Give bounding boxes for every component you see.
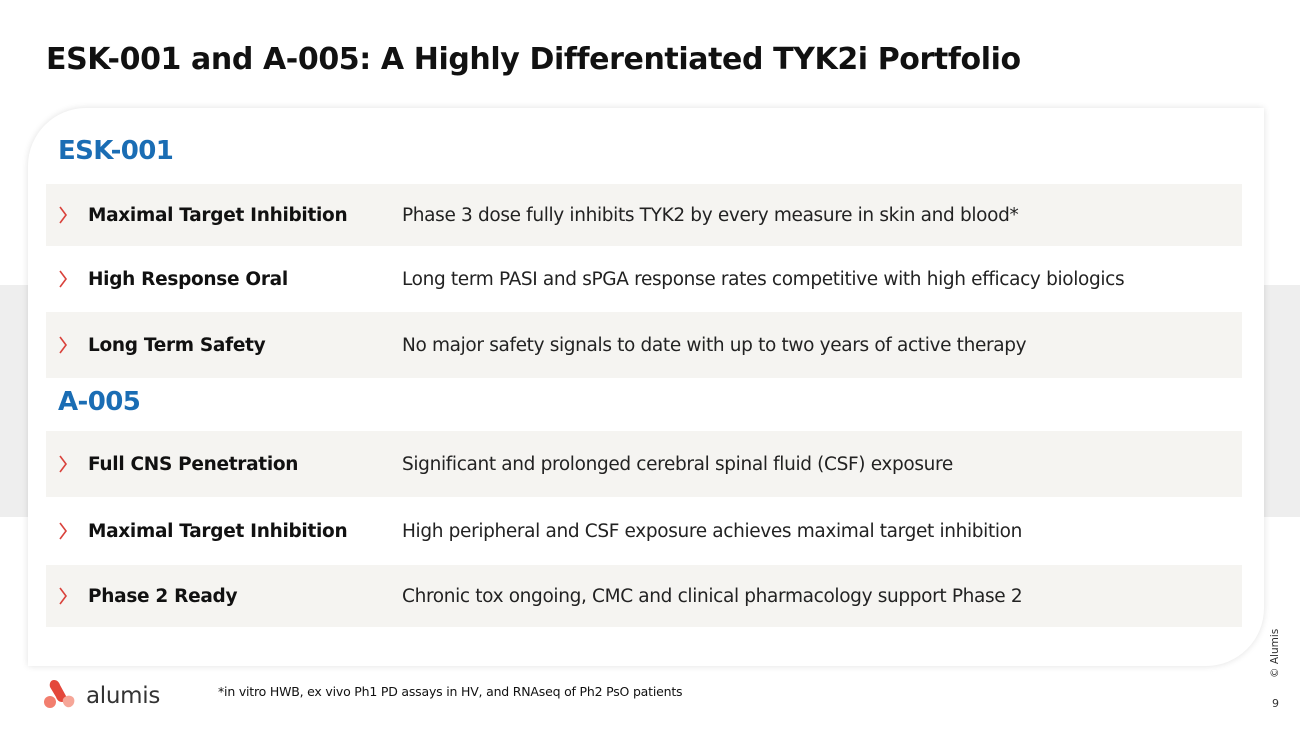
item-description: High peripheral and CSF exposure achieve… — [402, 520, 1023, 542]
chevron-right-icon — [56, 334, 70, 356]
copyright-notice: © Alumis — [1269, 628, 1281, 678]
chevron-right-icon — [56, 520, 70, 542]
chevron-right-icon — [56, 268, 70, 290]
alumis-logo-mark — [42, 678, 78, 714]
list-item: Phase 2 Ready Chronic tox ongoing, CMC a… — [46, 565, 1242, 627]
item-description: Long term PASI and sPGA response rates c… — [402, 268, 1125, 290]
page-number: 9 — [1272, 697, 1279, 710]
chevron-right-icon — [56, 453, 70, 475]
list-item: Long Term Safety No major safety signals… — [46, 312, 1242, 378]
item-label: Phase 2 Ready — [88, 585, 238, 607]
chevron-right-icon — [56, 204, 70, 226]
section-heading-a-005: A-005 — [58, 387, 141, 417]
item-label: Long Term Safety — [88, 334, 266, 356]
logo-wordmark: alumis — [86, 683, 161, 709]
alumis-logo: alumis — [42, 678, 160, 714]
item-label: Maximal Target Inhibition — [88, 204, 348, 226]
content-card: ESK-001 Maximal Target Inhibition Phase … — [28, 108, 1264, 666]
slide-title: ESK-001 and A-005: A Highly Differentiat… — [46, 42, 1021, 77]
chevron-right-icon — [56, 585, 70, 607]
item-label: Maximal Target Inhibition — [88, 520, 348, 542]
item-label: High Response Oral — [88, 268, 288, 290]
item-description: Significant and prolonged cerebral spina… — [402, 453, 953, 475]
footnote: *in vitro HWB, ex vivo Ph1 PD assays in … — [218, 684, 683, 699]
item-label: Full CNS Penetration — [88, 453, 299, 475]
item-description: Chronic tox ongoing, CMC and clinical ph… — [402, 585, 1023, 607]
list-item: Maximal Target Inhibition Phase 3 dose f… — [46, 184, 1242, 246]
section-heading-esk-001: ESK-001 — [58, 136, 174, 166]
item-description: No major safety signals to date with up … — [402, 334, 1027, 356]
list-item: Full CNS Penetration Significant and pro… — [46, 431, 1242, 497]
item-description: Phase 3 dose fully inhibits TYK2 by ever… — [402, 204, 1019, 226]
list-item: High Response Oral Long term PASI and sP… — [46, 248, 1242, 310]
list-item: Maximal Target Inhibition High periphera… — [46, 499, 1242, 563]
